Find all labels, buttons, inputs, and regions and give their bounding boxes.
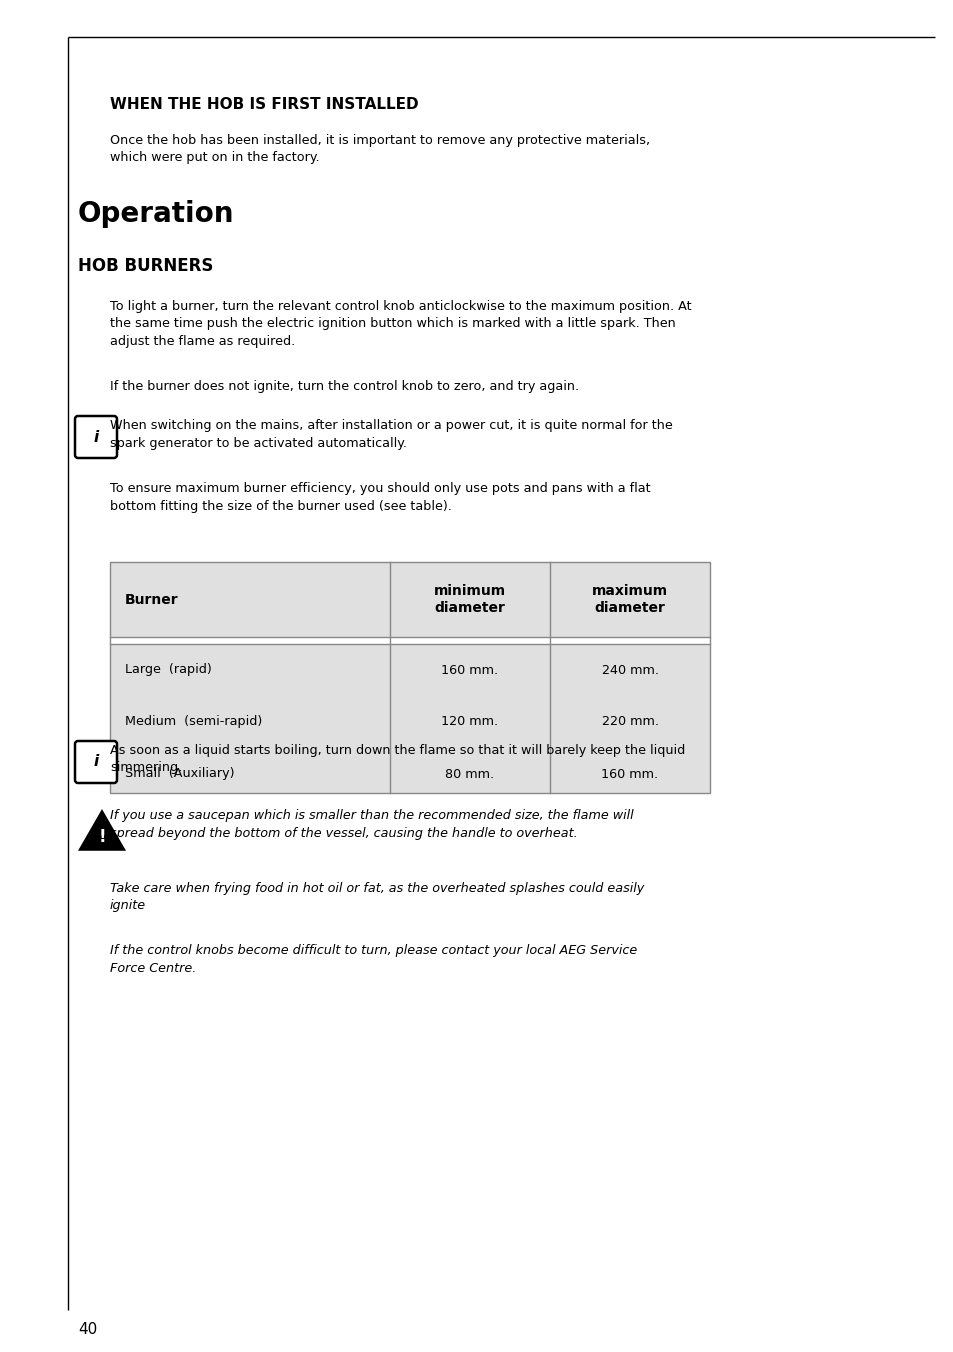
Text: HOB BURNERS: HOB BURNERS — [78, 257, 213, 274]
Text: maximum
diameter: maximum diameter — [591, 584, 667, 615]
Text: i: i — [93, 430, 98, 445]
Text: !: ! — [98, 827, 106, 846]
Text: Small  (Auxiliary): Small (Auxiliary) — [125, 768, 234, 780]
Text: 40: 40 — [78, 1322, 97, 1337]
Text: 80 mm.: 80 mm. — [445, 768, 494, 780]
Polygon shape — [78, 808, 126, 850]
Text: If you use a saucepan which is smaller than the recommended size, the flame will: If you use a saucepan which is smaller t… — [110, 808, 633, 840]
Bar — [110, 637, 709, 794]
Text: WHEN THE HOB IS FIRST INSTALLED: WHEN THE HOB IS FIRST INSTALLED — [110, 97, 418, 112]
Text: If the control knobs become difficult to turn, please contact your local AEG Ser: If the control knobs become difficult to… — [110, 944, 637, 975]
Text: When switching on the mains, after installation or a power cut, it is quite norm: When switching on the mains, after insta… — [110, 419, 672, 449]
Text: Take care when frying food in hot oil or fat, as the overheated splashes could e: Take care when frying food in hot oil or… — [110, 882, 643, 913]
Text: If the burner does not ignite, turn the control knob to zero, and try again.: If the burner does not ignite, turn the … — [110, 380, 578, 393]
FancyBboxPatch shape — [75, 741, 117, 783]
Text: Large  (rapid): Large (rapid) — [125, 664, 212, 676]
Text: As soon as a liquid starts boiling, turn down the flame so that it will barely k: As soon as a liquid starts boiling, turn… — [110, 744, 684, 775]
Bar — [110, 562, 709, 794]
Text: Once the hob has been installed, it is important to remove any protective materi: Once the hob has been installed, it is i… — [110, 134, 649, 165]
Text: Operation: Operation — [78, 200, 234, 228]
Bar — [110, 562, 709, 637]
Text: 160 mm.: 160 mm. — [441, 664, 498, 676]
Text: To ensure maximum burner efficiency, you should only use pots and pans with a fl: To ensure maximum burner efficiency, you… — [110, 483, 650, 512]
Bar — [110, 637, 709, 644]
Text: Burner: Burner — [125, 592, 178, 607]
Text: 240 mm.: 240 mm. — [601, 664, 658, 676]
Text: 220 mm.: 220 mm. — [601, 715, 658, 729]
Text: To light a burner, turn the relevant control knob anticlockwise to the maximum p: To light a burner, turn the relevant con… — [110, 300, 691, 347]
Text: 120 mm.: 120 mm. — [441, 715, 498, 729]
Text: Medium  (semi-rapid): Medium (semi-rapid) — [125, 715, 262, 729]
Text: minimum
diameter: minimum diameter — [434, 584, 505, 615]
Text: i: i — [93, 754, 98, 769]
Text: 160 mm.: 160 mm. — [600, 768, 658, 780]
FancyBboxPatch shape — [75, 416, 117, 458]
